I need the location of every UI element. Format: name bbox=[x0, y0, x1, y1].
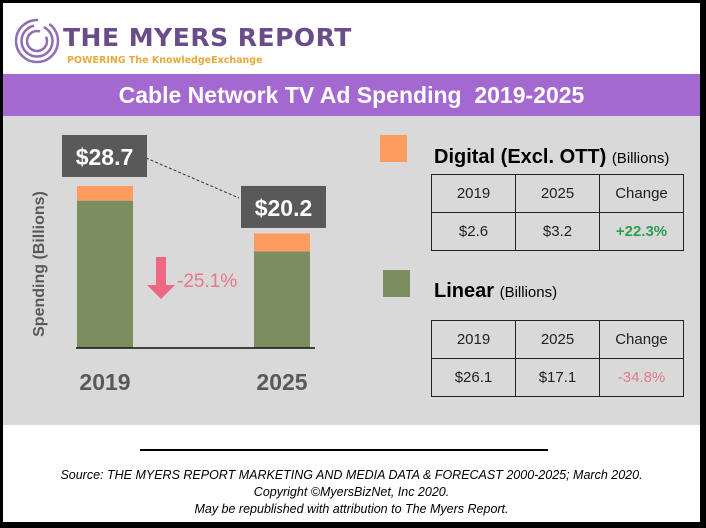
table-header-row: 2019 2025 Change bbox=[431, 320, 684, 359]
trend-dashed-line bbox=[145, 157, 240, 199]
legend-title-linear: Linear (Billions) bbox=[434, 280, 557, 303]
table-cell: $3.2 bbox=[515, 212, 600, 251]
bar-linear-2025 bbox=[254, 251, 310, 348]
table-header-cell: 2019 bbox=[431, 174, 516, 213]
legend-linear-unit: (Billions) bbox=[499, 284, 558, 301]
table-header-cell: 2019 bbox=[431, 320, 516, 359]
legend-swatch-linear bbox=[383, 270, 410, 297]
brand-tagline: POWERING The KnowledgeExchange bbox=[67, 55, 263, 66]
linear-table: 2019 2025 Change $26.1 $17.1 -34.8% bbox=[431, 320, 684, 397]
title-band: Cable Network TV Ad Spending 2019-2025 bbox=[3, 74, 700, 116]
table-row: $26.1 $17.1 -34.8% bbox=[431, 358, 684, 397]
bar-digital-2019 bbox=[77, 185, 133, 201]
legend-title-digital: Digital (Excl. OTT) (Billions) bbox=[434, 146, 669, 169]
table-header-cell: Change bbox=[599, 174, 684, 213]
y-axis-label: Spending (Billions) bbox=[31, 191, 48, 337]
change-cell-positive: +22.3% bbox=[599, 212, 684, 251]
x-tick-label: 2025 bbox=[256, 369, 307, 395]
table-cell: $2.6 bbox=[431, 212, 516, 251]
digital-table: 2019 2025 Change $2.6 $3.2 +22.3% bbox=[431, 174, 684, 251]
brand-name: THE MYERS REPORT bbox=[63, 23, 352, 52]
table-cell: $26.1 bbox=[431, 358, 516, 397]
legend-digital-unit: (Billions) bbox=[611, 150, 670, 167]
down-arrow-icon bbox=[147, 257, 175, 299]
table-header-cell: Change bbox=[599, 320, 684, 359]
logo-rings-icon bbox=[14, 18, 60, 64]
total-label-box bbox=[241, 185, 326, 228]
change-cell-negative: -34.8% bbox=[599, 358, 684, 397]
chart-title: Cable Network TV Ad Spending 2019-2025 bbox=[118, 82, 585, 108]
change-annotation: -25.1% bbox=[177, 271, 237, 292]
table-header-cell: 2025 bbox=[515, 320, 600, 359]
total-label-box bbox=[62, 134, 147, 177]
table-header-row: 2019 2025 Change bbox=[431, 174, 684, 213]
total-data-label: $28.7 bbox=[76, 144, 134, 170]
footer-copyright: Copyright ©MyersBizNet, Inc 2020. bbox=[253, 485, 450, 499]
table-header-cell: 2025 bbox=[515, 174, 600, 213]
legend-linear-label: Linear bbox=[434, 280, 495, 302]
footer-source: Source: THE MYERS REPORT MARKETING AND M… bbox=[60, 468, 643, 482]
x-tick-label: 2019 bbox=[79, 369, 130, 395]
content-panel: Spending (Billions) 2019 $28.7 2025 $20.2 -… bbox=[3, 116, 700, 425]
total-data-label: $20.2 bbox=[255, 195, 313, 221]
footer-divider bbox=[140, 449, 548, 451]
legend-swatch-digital bbox=[380, 135, 407, 162]
table-row: $2.6 $3.2 +22.3% bbox=[431, 212, 684, 251]
bar-chart: Spending (Billions) 2019 $28.7 2025 $20.2 -… bbox=[31, 134, 326, 395]
legend-digital-label: Digital (Excl. OTT) bbox=[434, 146, 607, 168]
footer-attribution: May be republished with attribution to T… bbox=[194, 502, 509, 516]
infographic-frame: THE MYERS REPORT POWERING The KnowledgeE… bbox=[3, 3, 700, 522]
bar-linear-2019 bbox=[77, 200, 133, 348]
table-cell: $17.1 bbox=[515, 358, 600, 397]
bar-digital-2025 bbox=[254, 233, 310, 252]
